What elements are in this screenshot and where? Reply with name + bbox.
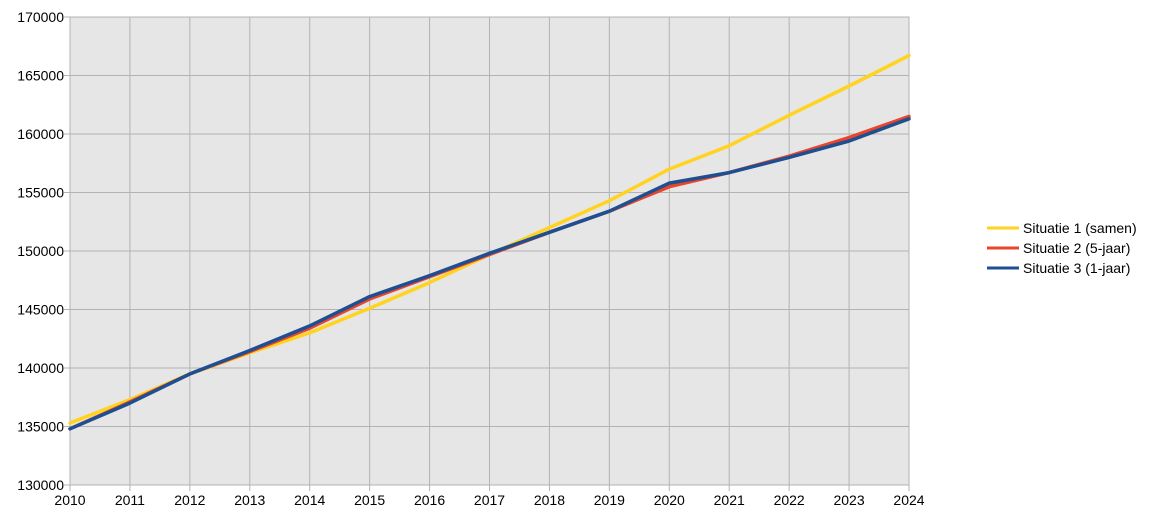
series-lines [68, 53, 911, 431]
y-tick-label: 155000 [17, 185, 64, 201]
x-tick-label: 2023 [833, 492, 864, 508]
y-tick-label: 130000 [17, 477, 64, 493]
x-tick-label: 2024 [893, 492, 924, 508]
y-tick-label: 150000 [17, 243, 64, 259]
y-tick-label: 135000 [17, 419, 64, 435]
x-tick-label: 2019 [594, 492, 625, 508]
x-tick-label: 2010 [54, 492, 85, 508]
x-tick-label: 2017 [474, 492, 505, 508]
x-tick-label: 2011 [115, 492, 145, 508]
x-tick-label: 2022 [774, 492, 805, 508]
x-axis-tick-labels: 2010 2011 2012 2013 2014 2015 2016 2017 2018 2019… [54, 492, 924, 508]
y-tick-label: 140000 [17, 360, 64, 376]
y-tick-label: 170000 [17, 9, 64, 25]
y-tick-label: 145000 [17, 302, 64, 318]
x-tick-label: 2012 [174, 492, 205, 508]
grid-lines [64, 16, 910, 491]
y-axis-tick-labels: 130000 135000 140000 145000 150000 155000 1600… [17, 9, 64, 493]
x-tick-label: 2013 [234, 492, 265, 508]
y-tick-label: 160000 [17, 126, 64, 142]
series-line-3 [68, 117, 911, 431]
legend: Situatie 1 (samen) Situatie 2 (5-jaar) Sit… [987, 220, 1137, 276]
legend-label-3: Situatie 3 (1-jaar) [1023, 260, 1130, 276]
x-tick-label: 2021 [714, 492, 745, 508]
x-tick-label: 2018 [534, 492, 565, 508]
y-tick-label: 165000 [17, 68, 64, 84]
legend-label-2: Situatie 2 (5-jaar) [1023, 240, 1130, 256]
x-tick-label: 2016 [414, 492, 445, 508]
x-tick-label: 2020 [654, 492, 685, 508]
x-tick-label: 2015 [354, 492, 385, 508]
x-tick-label: 2014 [294, 492, 325, 508]
legend-label-1: Situatie 1 (samen) [1023, 220, 1137, 236]
plot-border [69, 16, 910, 486]
